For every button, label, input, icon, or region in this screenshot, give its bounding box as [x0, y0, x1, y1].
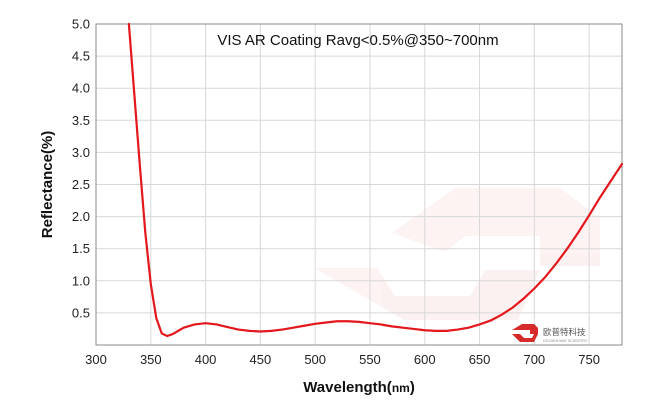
company-logo: 欧普特科技 GOLDEN WAY SCIENTIFIC: [512, 324, 588, 343]
tick-labels: 300 350 400 450 500 550 600 650 700 750 0.5 1.0 1.5 2…: [72, 17, 600, 368]
chart-title: VIS AR Coating Ravg<0.5%@350~700nm: [217, 32, 498, 49]
y-tick-label: 3.0: [72, 145, 90, 160]
y-tick-label: 1.5: [72, 241, 90, 256]
x-tick-label: 750: [578, 352, 600, 367]
y-tick-label: 0.5: [72, 305, 90, 320]
x-tick-label: 650: [469, 352, 491, 367]
logo-name: 欧普特科技: [543, 327, 586, 337]
x-tick-label: 600: [414, 352, 436, 367]
x-axis-label-close: ): [410, 379, 415, 396]
y-tick-label: 3.5: [72, 113, 90, 128]
x-tick-label: 300: [85, 352, 107, 367]
y-tick-label: 4.0: [72, 81, 90, 96]
y-tick-label: 1.0: [72, 273, 90, 288]
logo-subtitle: GOLDEN WAY SCIENTIFIC: [543, 339, 588, 343]
x-tick-label: 700: [523, 352, 545, 367]
x-tick-label: 550: [359, 352, 381, 367]
x-axis-unit: nm: [392, 381, 410, 395]
y-tick-label: 2.5: [72, 177, 90, 192]
x-axis-label-text: Wavelength(: [303, 379, 392, 396]
x-tick-label: 400: [195, 352, 217, 367]
plot-frame: [95, 23, 623, 346]
y-tick-label: 2.0: [72, 209, 90, 224]
series-layer: [127, 22, 624, 338]
y-tick-label: 4.5: [72, 49, 90, 64]
series-line: [127, 22, 624, 338]
grid-lines: [96, 24, 622, 345]
x-tick-label: 450: [250, 352, 272, 367]
logo-icon: [512, 324, 538, 342]
x-tick-label: 500: [304, 352, 326, 367]
x-tick-label: 350: [140, 352, 162, 367]
x-axis-label: Wavelength(nm): [303, 379, 415, 396]
y-tick-label: 5.0: [72, 17, 90, 32]
watermark-logo: [314, 188, 600, 320]
y-axis-label: Reflectance(%): [39, 131, 56, 239]
